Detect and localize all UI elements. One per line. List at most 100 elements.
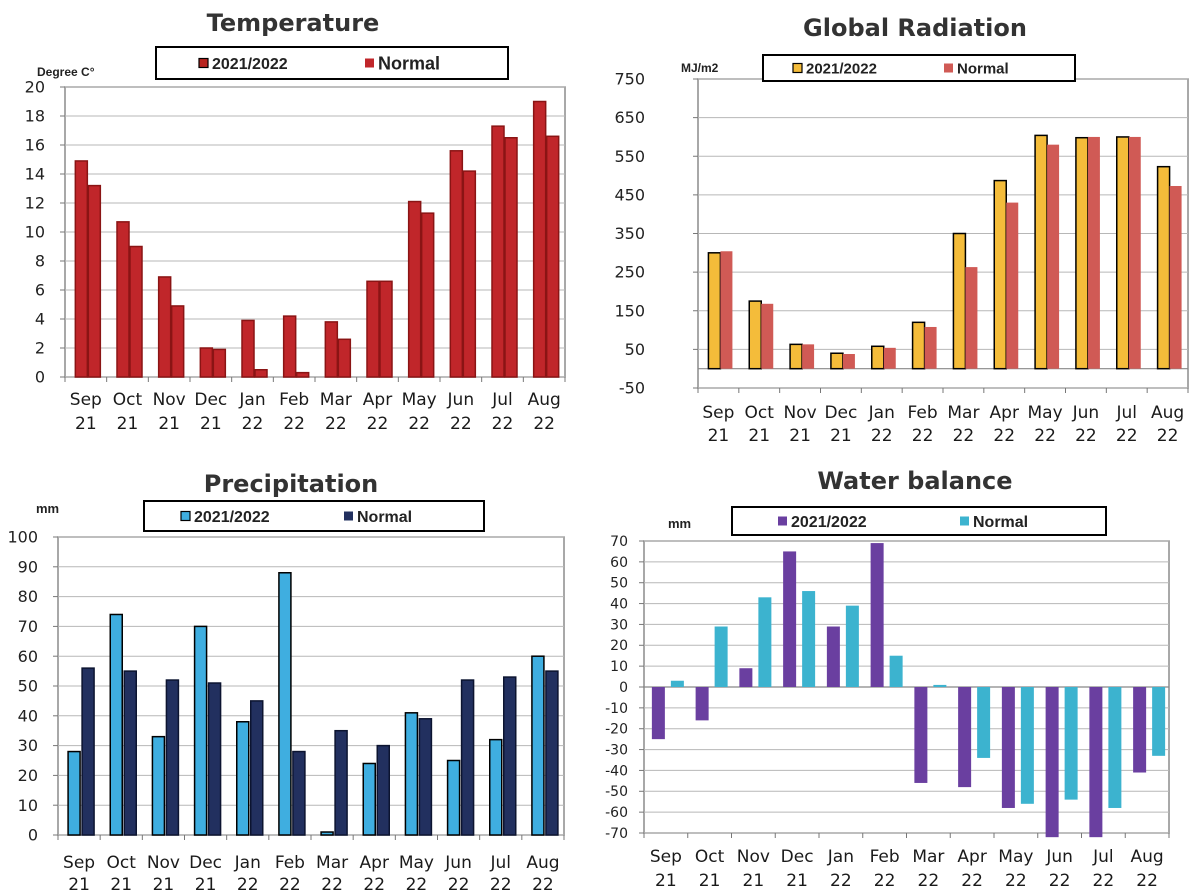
x-tick-label-year: 22: [1049, 871, 1071, 891]
bar-2021-2022: [151, 735, 166, 836]
legend-label: 2021/2022: [194, 509, 270, 526]
bar-normal: [883, 347, 896, 369]
bar-2021-2022: [870, 543, 884, 687]
x-tick-label-year: 22: [406, 875, 428, 892]
bar-normal: [503, 676, 517, 836]
bar-normal: [462, 170, 477, 378]
temperature-chart-svg: Temperature Degree C° 0 2 4 6 8 10 12 14 16 18 20 Sep…: [25, 9, 566, 434]
legend-marker: [365, 58, 374, 68]
y-tick-label: 30: [18, 736, 38, 755]
x-tick-label-month: Aug: [1151, 403, 1184, 423]
bar-normal: [845, 605, 859, 687]
y-tick-label: 40: [18, 706, 38, 725]
bar-2021-2022: [789, 343, 803, 370]
bar-normal: [720, 251, 733, 369]
x-tick-label-year: 22: [953, 426, 975, 446]
bar-normal: [207, 682, 222, 836]
x-tick-label-year: 22: [830, 871, 852, 891]
x-tick-label-year: 22: [325, 414, 347, 434]
bar-2021-2022: [489, 738, 503, 836]
bar-2021-2022: [532, 100, 547, 378]
x-tick-label-month: Apr: [363, 390, 392, 410]
x-tick-label-month: Sep: [702, 403, 734, 423]
bar-2021-2022: [199, 347, 214, 378]
x-tick-label-year: 21: [786, 871, 808, 891]
x-tick-label-month: Nov: [737, 847, 770, 867]
legend-box: [143, 500, 485, 532]
global-radiation-chart: Global Radiation MJ/m2 -50 50 150 250 350 450 55…: [597, 0, 1194, 446]
x-tick-label-year: 22: [237, 875, 259, 892]
bar-2021-2022: [193, 625, 208, 836]
y-tick-label: 650: [614, 108, 645, 127]
y-tick-label: 16: [25, 136, 45, 155]
bar-normal: [1020, 687, 1034, 804]
bar-2021-2022: [826, 626, 840, 687]
bar-normal: [337, 338, 352, 378]
bar-normal: [924, 326, 937, 369]
x-tick-label-month: Apr: [990, 403, 1019, 423]
legend-marker: [180, 510, 191, 522]
bar-2021-2022: [404, 712, 419, 836]
x-tick-label-month: Oct: [107, 853, 137, 873]
x-tick-label-year: 22: [912, 426, 934, 446]
bar-2021-2022: [74, 160, 89, 378]
legend-marker: [944, 63, 953, 73]
bar-2021-2022: [952, 232, 967, 370]
x-tick-label-month: Feb: [275, 853, 305, 873]
bar-2021-2022: [531, 655, 545, 836]
legend-marker: [344, 511, 353, 521]
x-tick-label-month: Dec: [781, 847, 814, 867]
x-tick-label-year: 22: [283, 414, 305, 434]
y-tick-label: -30: [605, 742, 628, 758]
y-tick-label: 350: [614, 224, 645, 243]
x-tick-label-month: Sep: [63, 853, 95, 873]
x-tick-label-month: May: [1028, 403, 1063, 423]
bar-normal: [758, 597, 772, 687]
legend-box: [155, 46, 509, 80]
x-tick-label-year: 21: [68, 875, 90, 892]
x-tick-label-month: Oct: [745, 403, 775, 423]
bar-normal: [129, 245, 143, 378]
y-tick-label: 0: [619, 680, 628, 696]
legend-label: Normal: [957, 60, 1009, 77]
y-tick-label: 10: [25, 223, 45, 242]
y-tick-label: -10: [605, 701, 628, 717]
bar-2021-2022: [236, 721, 250, 836]
x-tick-label-year: 22: [532, 875, 554, 892]
y-tick-label: 8: [35, 252, 45, 271]
bar-2021-2022: [116, 221, 130, 378]
x-tick-label-year: 21: [748, 426, 770, 446]
x-tick-label-year: 21: [75, 414, 97, 434]
global-radiation-chart-svg: Global Radiation MJ/m2 -50 50 150 250 350 450 55…: [614, 14, 1189, 446]
chart-title: Water balance: [817, 467, 1012, 495]
bar-normal: [965, 267, 978, 369]
bar-2021-2022: [67, 750, 81, 836]
y-tick-label: 70: [18, 617, 38, 636]
x-tick-label-year: 21: [110, 875, 132, 892]
bar-normal: [545, 670, 559, 836]
chart-title: Temperature: [207, 9, 380, 37]
bar-2021-2022: [1089, 687, 1103, 838]
legend-box: [762, 54, 1076, 82]
y-tick-label: 60: [610, 555, 628, 571]
x-tick-label-year: 21: [708, 426, 730, 446]
water-balance-chart: Water balance mm -70 -60 -50 -40 -30 -20 -10 0 10 2…: [597, 446, 1194, 892]
y-tick-label: 20: [610, 638, 628, 654]
bar-2021-2022: [362, 762, 376, 836]
bar-2021-2022: [993, 179, 1007, 370]
temperature-chart: Temperature Degree C° 0 2 4 6 8 10 12 14 16 18 20 Sep…: [0, 0, 597, 446]
x-tick-label-year: 21: [153, 875, 175, 892]
x-tick-label-month: Jan: [234, 853, 261, 873]
bar-2021-2022: [407, 200, 422, 378]
x-tick-label-year: 21: [655, 871, 677, 891]
bar-normal: [761, 303, 774, 369]
bar-2021-2022: [366, 280, 380, 378]
legend-label: 2021/2022: [806, 60, 877, 77]
y-tick-label: -70: [605, 826, 628, 842]
y-axis-unit-label: Degree C°: [37, 65, 95, 79]
x-tick-label-month: Jan: [238, 390, 265, 410]
bar-normal: [545, 135, 560, 378]
x-tick-label-month: Feb: [908, 403, 938, 423]
bar-2021-2022: [109, 613, 123, 836]
bar-2021-2022: [871, 345, 885, 370]
